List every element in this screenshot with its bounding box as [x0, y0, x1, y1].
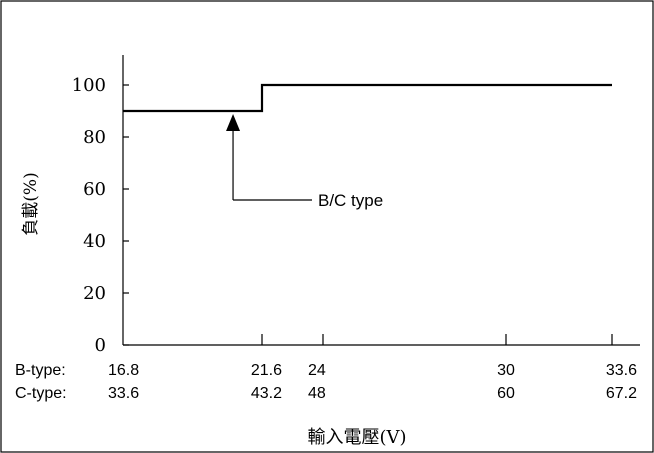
x-tick-label: 30	[497, 362, 515, 379]
annotation-label: B/C type	[318, 191, 383, 210]
series-layer	[123, 83, 612, 113]
x-tick-label: 33.6	[108, 385, 139, 402]
x-ticks: B-type: 16.8 21.6 24 30 33.6 C-type: 33.6 43.2 48…	[15, 334, 637, 402]
x-tick-label: 48	[308, 385, 326, 402]
x-axis-label: 輸入電壓(V)	[307, 427, 406, 448]
y-tick-label: 100	[72, 75, 106, 96]
annotation-arrowhead	[226, 114, 241, 131]
x-tick-label: 21.6	[251, 362, 282, 379]
axes	[122, 55, 640, 346]
y-tick-label: 60	[83, 179, 106, 200]
x-tick-label: 43.2	[251, 385, 282, 402]
y-ticks: 0 20 40 60 80 100	[72, 75, 129, 356]
series-line	[123, 83, 612, 113]
x-scale-row-label: C-type:	[15, 385, 67, 402]
x-tick-label: 60	[497, 385, 515, 402]
x-tick-label: 33.6	[606, 362, 637, 379]
x-tick-label: 67.2	[606, 385, 637, 402]
x-tick-label: 24	[308, 362, 326, 379]
y-tick-label: 20	[83, 283, 106, 304]
y-tick-label: 80	[83, 127, 106, 148]
y-tick-label: 40	[83, 231, 106, 252]
y-tick-label: 0	[95, 335, 106, 356]
x-tick-label: 16.8	[108, 362, 139, 379]
x-scale-row-label: B-type:	[15, 362, 66, 379]
y-axis-label: 負載(%)	[21, 172, 41, 235]
annotation-layer: B/C type	[226, 114, 383, 210]
